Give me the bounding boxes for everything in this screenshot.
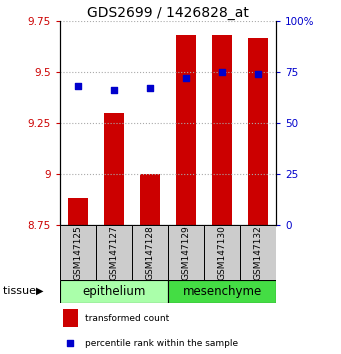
Text: GSM147128: GSM147128 [145, 225, 154, 280]
Text: transformed count: transformed count [85, 314, 169, 323]
Point [68, 340, 73, 346]
Bar [104, 113, 124, 225]
Bar [204, 225, 240, 280]
Point [219, 69, 225, 75]
Bar [168, 225, 204, 280]
Bar [248, 38, 268, 225]
Point [147, 86, 153, 91]
Bar [60, 280, 168, 303]
Text: epithelium: epithelium [82, 285, 146, 298]
Bar [96, 225, 132, 280]
Text: GSM147132: GSM147132 [254, 225, 263, 280]
Point [111, 87, 117, 93]
Bar [60, 225, 96, 280]
Text: mesenchyme: mesenchyme [182, 285, 262, 298]
Bar [132, 225, 168, 280]
Bar [140, 174, 160, 225]
Text: ▶: ▶ [36, 286, 43, 296]
Text: GSM147125: GSM147125 [73, 225, 82, 280]
Point [75, 84, 80, 89]
Point [255, 71, 261, 77]
Bar [176, 35, 196, 225]
Text: GSM147130: GSM147130 [218, 225, 226, 280]
Point [183, 75, 189, 81]
Bar [63, 309, 78, 327]
Bar [168, 280, 276, 303]
Text: GSM147127: GSM147127 [109, 225, 118, 280]
Bar [240, 225, 276, 280]
Bar [212, 35, 232, 225]
Text: tissue: tissue [3, 286, 40, 296]
Bar [68, 198, 88, 225]
Text: percentile rank within the sample: percentile rank within the sample [85, 338, 238, 348]
Text: GSM147129: GSM147129 [181, 225, 191, 280]
Title: GDS2699 / 1426828_at: GDS2699 / 1426828_at [87, 6, 249, 20]
